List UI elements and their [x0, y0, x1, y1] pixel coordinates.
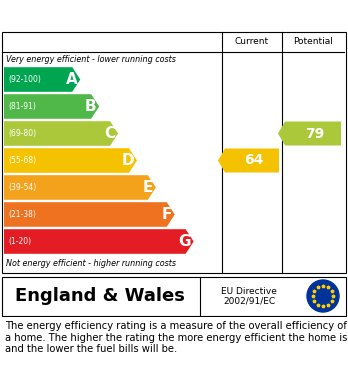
Text: Energy Efficiency Rating: Energy Efficiency Rating — [69, 7, 279, 23]
Text: D: D — [121, 153, 134, 168]
Text: 64: 64 — [244, 154, 264, 167]
Polygon shape — [218, 149, 279, 172]
Polygon shape — [4, 202, 175, 227]
Text: EU Directive: EU Directive — [221, 287, 277, 296]
Text: Current: Current — [235, 38, 269, 47]
Text: (21-38): (21-38) — [8, 210, 36, 219]
Text: E: E — [142, 180, 153, 195]
Text: The energy efficiency rating is a measure of the overall efficiency of a home. T: The energy efficiency rating is a measur… — [5, 321, 347, 354]
Text: Very energy efficient - lower running costs: Very energy efficient - lower running co… — [6, 54, 176, 63]
Text: (81-91): (81-91) — [8, 102, 36, 111]
Text: (69-80): (69-80) — [8, 129, 36, 138]
Text: 79: 79 — [306, 127, 325, 140]
Text: (55-68): (55-68) — [8, 156, 36, 165]
Text: (92-100): (92-100) — [8, 75, 41, 84]
Text: England & Wales: England & Wales — [15, 287, 185, 305]
Text: Not energy efficient - higher running costs: Not energy efficient - higher running co… — [6, 258, 176, 267]
Text: Potential: Potential — [293, 38, 333, 47]
Polygon shape — [4, 175, 156, 200]
Text: (1-20): (1-20) — [8, 237, 31, 246]
Text: A: A — [65, 72, 77, 87]
Polygon shape — [278, 122, 341, 145]
Polygon shape — [4, 148, 137, 173]
Text: 2002/91/EC: 2002/91/EC — [223, 296, 275, 305]
Text: F: F — [161, 207, 172, 222]
Text: G: G — [178, 234, 191, 249]
Text: C: C — [104, 126, 115, 141]
Polygon shape — [4, 121, 118, 146]
Polygon shape — [4, 94, 99, 119]
Polygon shape — [4, 67, 80, 92]
Circle shape — [307, 280, 339, 312]
Polygon shape — [4, 229, 193, 254]
Text: B: B — [85, 99, 96, 114]
Text: (39-54): (39-54) — [8, 183, 36, 192]
